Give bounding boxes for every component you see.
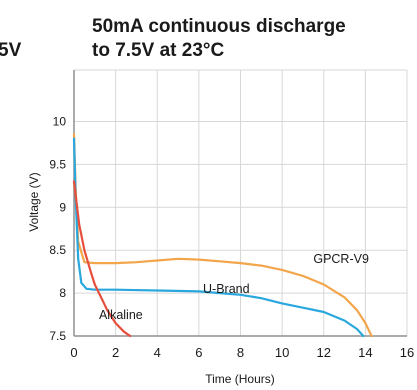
y-tick-label: 8 bbox=[59, 286, 66, 300]
chart-title-line-1: 50mA continuous discharge bbox=[92, 16, 346, 37]
x-tick-label: 12 bbox=[317, 345, 331, 360]
x-tick-label: 8 bbox=[237, 345, 244, 360]
y-axis-label: Voltage (V) bbox=[27, 172, 41, 231]
y-tick-label: 10 bbox=[53, 114, 67, 128]
x-tick-label: 0 bbox=[70, 345, 77, 360]
y-tick-label: 7.5 bbox=[49, 329, 66, 343]
series-line-alkaline bbox=[72, 180, 132, 338]
series-label-gpcr-v9: GPCR-V9 bbox=[313, 252, 369, 266]
grid-layer bbox=[74, 69, 408, 337]
x-tick-label: 4 bbox=[154, 345, 161, 360]
series-label-u-brand: U-Brand bbox=[203, 282, 250, 296]
chart-title-line-2: to 7.5V at 23°C bbox=[92, 40, 224, 61]
series-layer bbox=[72, 133, 373, 338]
axis-layer: 0 2 4 6 8 10 12 14 16 7.5 8 8.5 9 9.5 10 bbox=[49, 70, 414, 360]
x-tick-label: 14 bbox=[358, 345, 372, 360]
series-line-u-brand bbox=[72, 137, 365, 338]
x-tick-label: 6 bbox=[195, 345, 202, 360]
y-tick-label: 8.5 bbox=[49, 243, 66, 257]
x-tick-label: 10 bbox=[275, 345, 289, 360]
x-tick-label: 2 bbox=[112, 345, 119, 360]
y-tick-label: 9 bbox=[59, 200, 66, 214]
x-tick-label: 16 bbox=[400, 345, 414, 360]
x-axis-label: Time (Hours) bbox=[205, 372, 275, 386]
partial-title: 5V bbox=[0, 40, 22, 61]
y-tick-label: 9.5 bbox=[49, 157, 66, 171]
series-label-alkaline: Alkaline bbox=[99, 308, 143, 322]
label-layer: GPCR-V9 U-Brand Alkaline bbox=[99, 252, 369, 322]
